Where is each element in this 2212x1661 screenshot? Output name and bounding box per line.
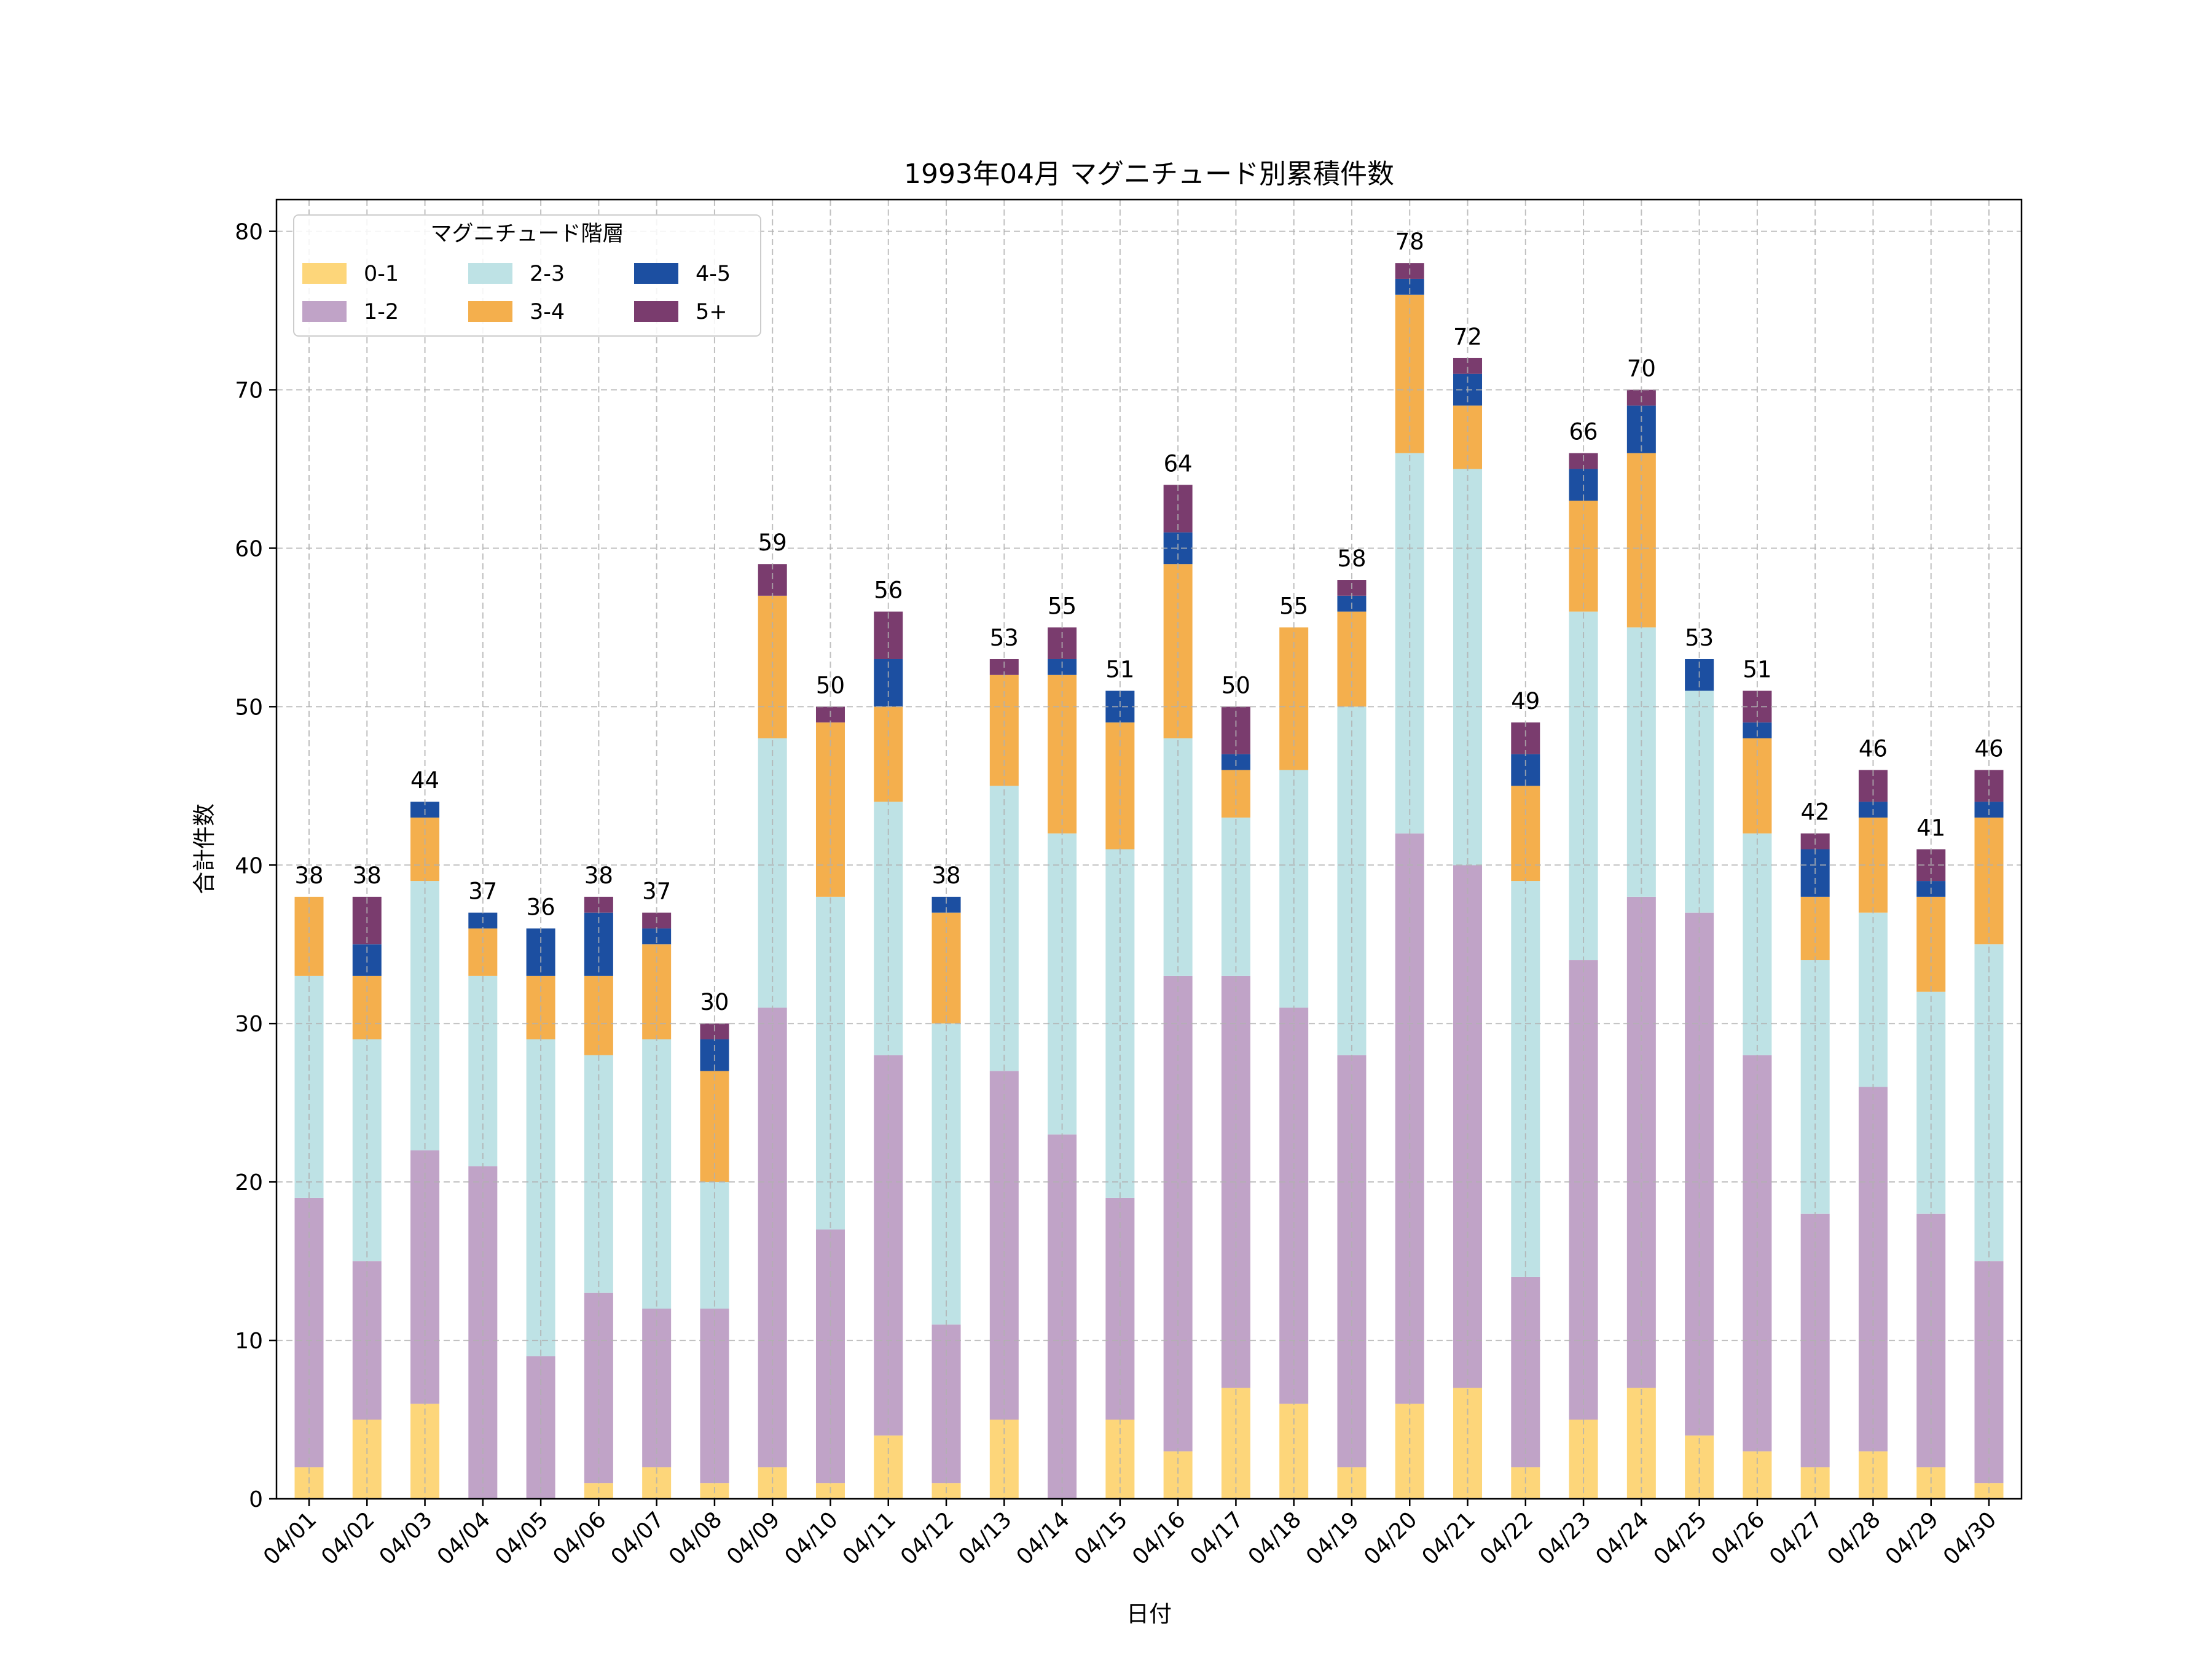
total-label: 49	[1511, 688, 1540, 714]
legend: マグニチュード階層 0-1 1-2 2-3 3-4 4-5 5+	[293, 214, 761, 337]
legend-label: 1-2	[364, 300, 399, 324]
y-tick-label: 50	[235, 695, 263, 720]
legend-label: 2-3	[530, 262, 565, 286]
legend-swatch-2-3	[468, 263, 512, 284]
total-label: 37	[642, 878, 671, 905]
total-labels: 38 38 44 37 36 38 37 30 59 50 56 38 53 55 51 64 50 55 58 78…	[294, 229, 2003, 1015]
total-label: 70	[1627, 356, 1656, 382]
legend-swatch-4-5	[634, 263, 678, 284]
bar-segment-04-14-1-2	[1048, 1134, 1077, 1499]
legend-swatch-5plus	[634, 301, 678, 322]
y-tick-label: 60	[235, 536, 263, 561]
total-label: 66	[1569, 419, 1598, 445]
total-label: 46	[1974, 736, 2003, 762]
y-tick-label: 20	[235, 1170, 263, 1195]
total-label: 38	[294, 862, 323, 889]
legend-swatch-3-4	[468, 301, 512, 322]
legend-label: 5+	[696, 300, 728, 324]
y-tick-label: 30	[235, 1012, 263, 1037]
total-label: 44	[410, 767, 439, 794]
total-label: 51	[1743, 657, 1771, 683]
total-label: 64	[1164, 450, 1193, 477]
chart-title: 1993年04月 マグニチュード別累積件数	[904, 158, 1394, 190]
total-label: 78	[1395, 229, 1424, 255]
total-label: 53	[990, 625, 1019, 651]
bar-segment-04-26-2-3	[1743, 833, 1772, 1055]
total-label: 55	[1048, 593, 1077, 619]
total-label: 42	[1801, 799, 1830, 826]
bar-segment-04-28-1-2	[1858, 1087, 1888, 1452]
total-label: 36	[527, 894, 555, 920]
y-tick-label: 80	[235, 220, 263, 245]
legend-label: 3-4	[530, 300, 565, 324]
y-tick-label: 70	[235, 378, 263, 404]
plot-frame	[275, 198, 2023, 1500]
bar-segment-04-10-1-2	[815, 1229, 845, 1483]
total-label: 30	[700, 989, 729, 1015]
total-label: 59	[758, 530, 787, 556]
x-axis-label: 日付	[1126, 1601, 1172, 1627]
legend-label: 4-5	[696, 262, 731, 286]
total-label: 50	[1222, 672, 1250, 698]
bar-segment-04-22-5plus	[1511, 722, 1540, 754]
bar-segment-04-16-2-3	[1163, 738, 1193, 976]
legend-items: 0-1 1-2 2-3 3-4 4-5 5+	[302, 262, 731, 324]
y-tick-label: 10	[235, 1329, 263, 1354]
total-label: 51	[1105, 657, 1134, 683]
total-label: 58	[1337, 545, 1366, 572]
bar-segment-04-29-2-3	[1916, 991, 1946, 1214]
y-tick-label: 0	[249, 1487, 263, 1512]
total-label: 72	[1453, 324, 1482, 350]
legend-label: 0-1	[364, 262, 399, 286]
total-label: 38	[931, 862, 960, 889]
y-axis-label: 合計件数	[191, 803, 218, 894]
total-label: 46	[1859, 736, 1888, 762]
total-label: 50	[816, 672, 845, 698]
y-tick-label: 40	[235, 853, 263, 878]
bar-segment-04-15-1-2	[1105, 1197, 1135, 1420]
legend-swatch-1-2	[302, 301, 347, 322]
total-label: 56	[874, 577, 903, 604]
total-label: 38	[353, 862, 382, 889]
legend-swatch-0-1	[302, 263, 347, 284]
total-label: 53	[1685, 625, 1714, 651]
bar-segment-04-18-3-4	[1279, 627, 1309, 770]
total-label: 55	[1279, 593, 1308, 619]
y-axis: 0 10 20 30 40 50 60 70 80	[235, 220, 276, 1512]
total-label: 38	[584, 862, 613, 889]
total-label: 37	[468, 878, 497, 905]
total-label: 41	[1916, 815, 1945, 842]
legend-title: マグニチュード階層	[430, 222, 624, 246]
